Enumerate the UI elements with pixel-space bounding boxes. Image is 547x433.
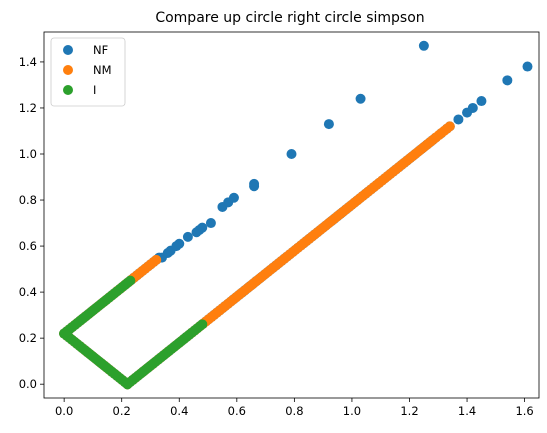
x-tick-label: 0.2 [113,404,131,418]
data-points [59,40,533,390]
data-point [476,96,487,107]
y-tick-label: 1.4 [19,55,37,69]
x-tick-label: 1.4 [458,404,476,418]
y-axis: 0.0 0.2 0.4 0.6 0.8 1.0 1.2 1.4 [19,55,44,391]
x-tick-label: 1.0 [343,404,361,418]
data-point [355,93,366,104]
data-point [182,231,193,242]
legend-box [50,37,126,107]
series-nm [59,121,455,390]
legend-label-nm: NM [93,63,112,77]
legend: NF NM I [50,37,126,107]
x-tick-label: 0.0 [55,404,73,418]
y-tick-label: 1.0 [19,147,37,161]
y-tick-label: 0.6 [19,239,37,253]
x-tick-label: 1.6 [515,404,533,418]
data-point [174,238,185,249]
data-point [197,222,208,233]
x-tick-label: 0.6 [228,404,246,418]
x-tick-label: 0.8 [285,404,303,418]
data-point [502,75,513,86]
data-point [286,149,297,159]
y-tick-label: 1.2 [19,101,37,115]
legend-label-nf: NF [93,43,108,57]
data-point [444,121,455,132]
legend-marker-nf [63,45,73,55]
chart-title: Compare up circle right circle simpson [155,10,424,26]
data-point [467,102,478,113]
x-axis: 0.0 0.2 0.4 0.6 0.8 1.0 1.2 1.4 1.6 [55,398,534,418]
x-tick-label: 1.2 [400,404,418,418]
y-tick-label: 0.8 [19,193,37,207]
data-point [151,254,162,265]
data-point [522,61,533,72]
data-point [197,319,208,330]
y-tick-label: 0.4 [19,285,37,299]
plot-area-frame [43,31,540,399]
series-i [59,275,208,390]
series-nf [59,40,533,390]
data-point [205,218,216,229]
legend-marker-i [63,85,73,95]
y-tick-label: 0.2 [19,331,37,345]
x-tick-label: 0.4 [170,404,188,418]
legend-label-i: I [93,83,96,97]
y-tick-label: 0.0 [19,377,37,391]
data-point [418,40,429,51]
legend-marker-nm [63,65,73,75]
data-point [453,114,464,125]
data-point [323,119,334,130]
data-point [228,192,239,203]
data-point [249,178,260,189]
data-point [125,275,136,286]
